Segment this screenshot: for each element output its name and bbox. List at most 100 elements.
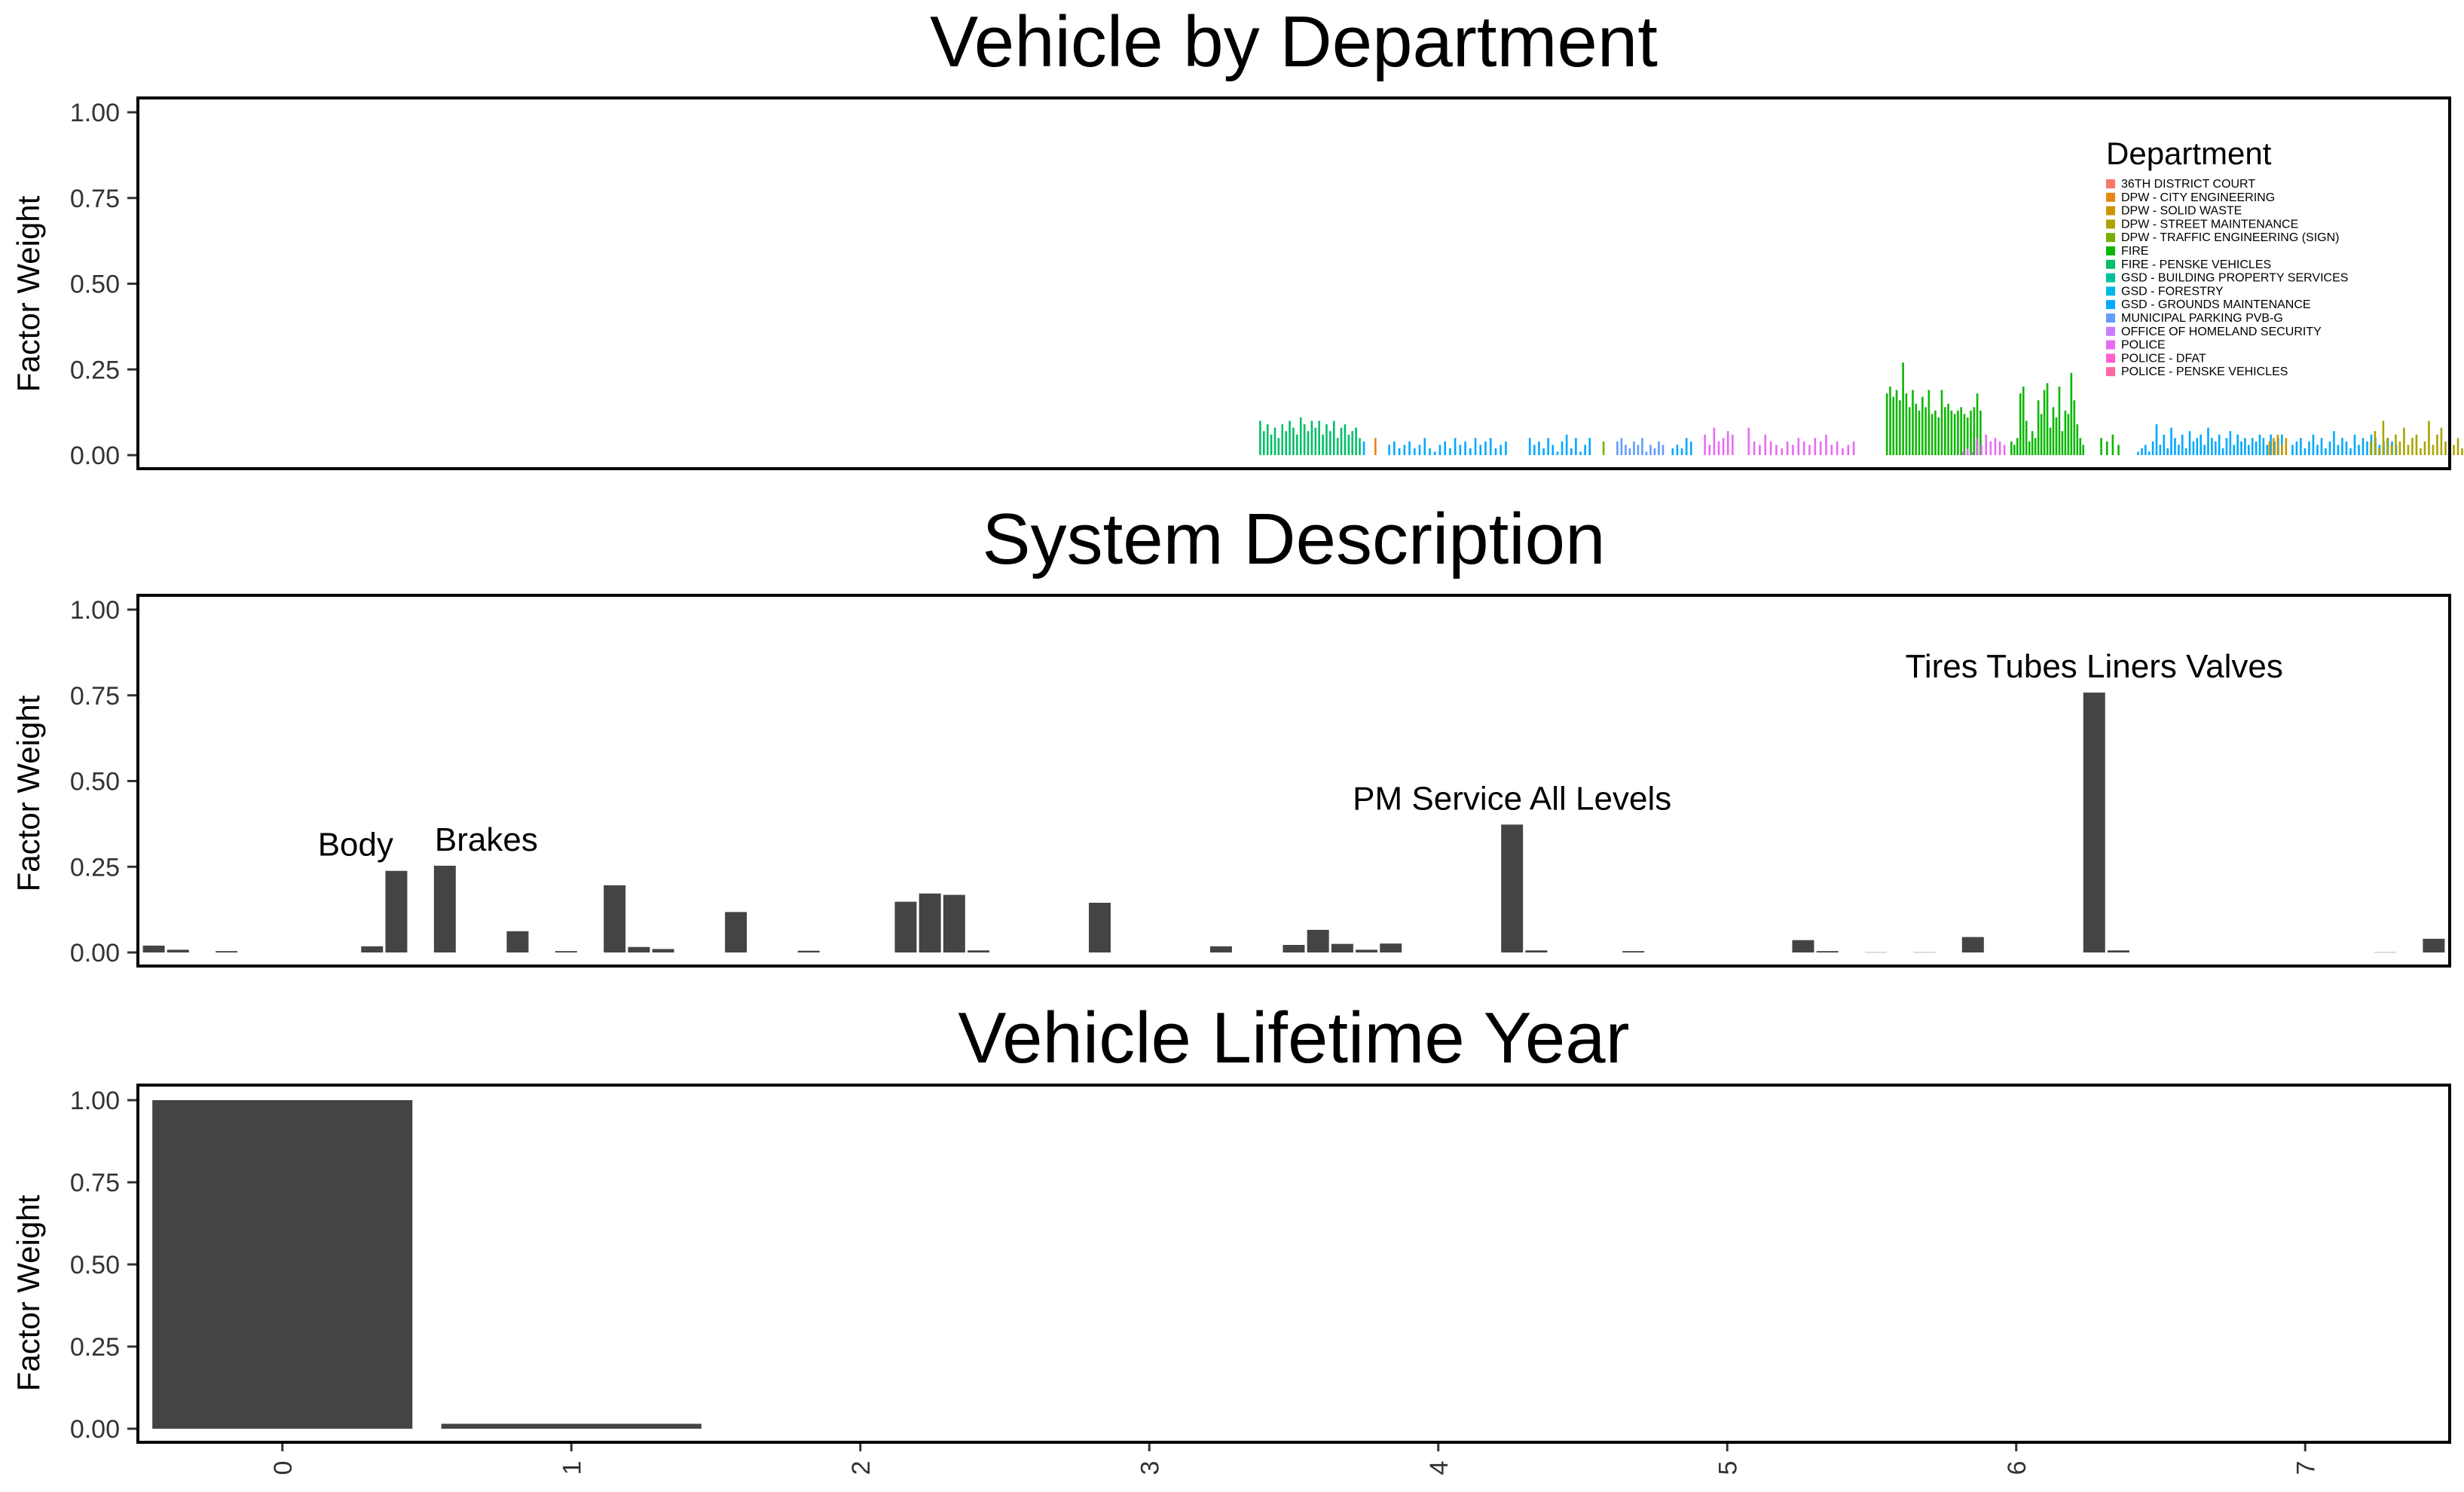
bar — [1547, 438, 1549, 455]
legend-item: DPW - CITY ENGINEERING — [2106, 191, 2275, 204]
bar — [1852, 441, 1855, 455]
legend-swatch — [2106, 367, 2115, 377]
bar — [2046, 383, 2049, 455]
bar — [2013, 445, 2016, 455]
bar — [2031, 431, 2034, 455]
bar — [1931, 414, 1934, 455]
y-tick-label: 0.75 — [70, 185, 120, 213]
bar — [1676, 445, 1679, 455]
bar — [1915, 403, 1918, 455]
bar — [1976, 438, 1978, 455]
legend-item: POLICE — [2106, 339, 2166, 352]
bar — [2181, 434, 2184, 455]
bar — [1444, 441, 1446, 455]
legend-label: FIRE — [2121, 245, 2148, 258]
bar — [1934, 410, 1937, 455]
bar — [2240, 441, 2242, 455]
bar — [2386, 438, 2389, 455]
bar — [1979, 410, 1982, 455]
x-tick-label: 4 — [1425, 1461, 1454, 1475]
legend-label: GSD - FORESTRY — [2121, 285, 2224, 298]
bar — [2221, 448, 2224, 455]
bar — [1940, 390, 1943, 455]
y-tick-label: 1.00 — [70, 1087, 120, 1115]
bar — [2184, 448, 2187, 455]
bar — [1662, 445, 1665, 455]
bar — [1602, 441, 1605, 455]
bar — [1336, 438, 1339, 455]
bar — [1469, 448, 1472, 455]
bar — [1645, 451, 1648, 455]
bar — [1454, 438, 1457, 455]
annotations: Body Brakes PM Service All Levels Tires Tub… — [318, 648, 2283, 864]
bar — [1980, 445, 1983, 455]
bar — [433, 865, 456, 952]
bar — [2211, 438, 2213, 455]
bar — [1947, 403, 1949, 455]
bar — [2341, 438, 2343, 455]
bar — [1943, 407, 1946, 455]
bar — [1459, 445, 1462, 455]
bar — [2163, 434, 2166, 455]
bar — [1499, 445, 1502, 455]
bar — [2453, 445, 2455, 455]
bar — [1973, 407, 1976, 455]
bar — [2308, 441, 2310, 455]
bar — [2382, 420, 2385, 455]
bar — [1653, 448, 1656, 455]
legend-label: GSD - GROUNDS MAINTENANCE — [2121, 298, 2311, 311]
bar — [2117, 445, 2120, 455]
bar — [1842, 448, 1844, 455]
bar — [1505, 441, 1507, 455]
bar — [1570, 448, 1573, 455]
bar — [1340, 427, 1343, 455]
bar — [1489, 438, 1492, 455]
bar — [1628, 448, 1631, 455]
bar — [1847, 445, 1850, 455]
bar — [1329, 431, 1331, 455]
bar — [2312, 434, 2315, 455]
bar — [167, 949, 189, 952]
bar — [1325, 424, 1328, 455]
bar — [1957, 410, 1959, 455]
legend-item: DPW - SOLID WASTE — [2106, 205, 2242, 218]
bar — [1747, 427, 1750, 455]
bar — [216, 951, 238, 952]
y-axis-ticks: 0.00 0.25 0.50 0.75 1.00 — [70, 99, 138, 470]
legend-label: DPW - CITY ENGINEERING — [2121, 191, 2275, 204]
lifetime-panel: Vehicle Lifetime Year Factor Weight 0.00… — [11, 998, 2451, 1475]
bar — [2255, 441, 2258, 455]
bar — [1808, 445, 1811, 455]
legend-item: POLICE - DFAT — [2106, 352, 2206, 365]
bar — [1398, 448, 1401, 455]
bar-series — [152, 1100, 702, 1429]
y-tick-label: 0.25 — [70, 853, 120, 882]
bar — [2025, 420, 2028, 455]
bar — [1259, 420, 1261, 455]
bar — [1671, 448, 1674, 455]
plot-frame — [136, 594, 2451, 968]
bar — [1708, 445, 1711, 455]
y-axis-ticks: 0.00 0.25 0.50 0.75 1.00 — [70, 596, 138, 968]
y-tick-label: 0.00 — [70, 939, 120, 968]
bar — [1819, 441, 1822, 455]
legend-swatch — [2106, 179, 2115, 188]
bar — [1830, 445, 1833, 455]
bar — [1408, 441, 1411, 455]
bar — [2366, 441, 2368, 455]
legend-item: GSD - BUILDING PROPERTY SERVICES — [2106, 272, 2348, 285]
bar — [1347, 434, 1350, 455]
bar — [2370, 441, 2372, 455]
bar — [1797, 438, 1800, 455]
legend-swatch — [2106, 192, 2115, 202]
bar — [1918, 410, 1921, 455]
bar — [2248, 445, 2250, 455]
legend-item: POLICE - PENSKE VEHICLES — [2106, 365, 2288, 378]
bar — [2079, 438, 2082, 455]
legend-swatch — [2106, 259, 2115, 269]
legend-label: 36TH DISTRICT COURT — [2121, 178, 2255, 191]
bar — [2251, 438, 2254, 455]
bar — [1970, 410, 1972, 455]
bar — [506, 931, 529, 952]
legend-swatch — [2106, 273, 2115, 283]
